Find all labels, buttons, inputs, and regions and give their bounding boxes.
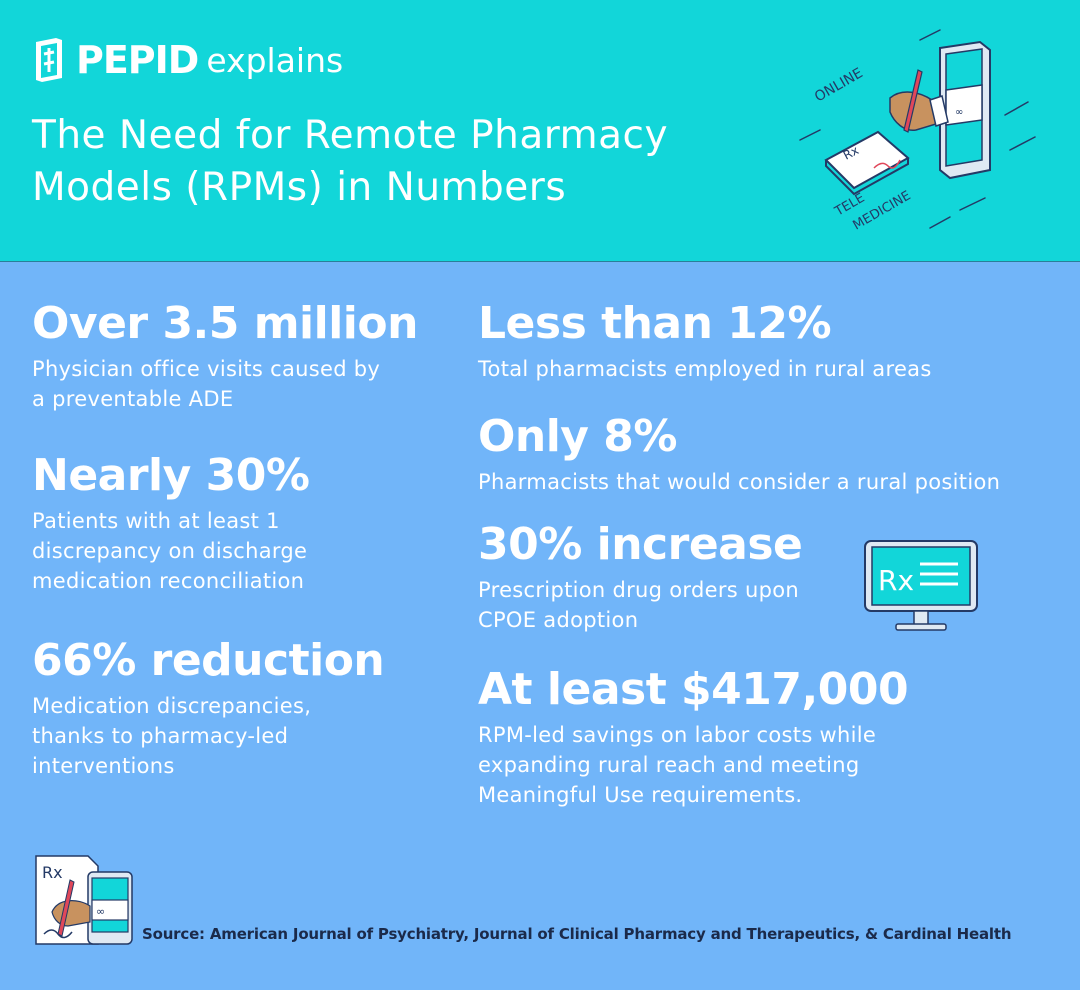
stat-description: RPM-led savings on labor costs while exp… bbox=[478, 723, 877, 807]
stat-description: Prescription drug orders upon CPOE adopt… bbox=[478, 578, 799, 632]
stat-rural-employed: Less than 12% Total pharmacists employed… bbox=[478, 298, 1058, 384]
pepid-logo-icon bbox=[36, 38, 62, 82]
header-banner: PEPID explains The Need for Remote Pharm… bbox=[0, 0, 1080, 262]
brand-name: PEPID bbox=[76, 38, 199, 82]
stat-value: 66% reduction bbox=[32, 635, 385, 686]
stat-rural-consider: Only 8% Pharmacists that would consider … bbox=[478, 411, 1068, 497]
stat-value: Only 8% bbox=[478, 411, 678, 462]
stat-value: 30% increase bbox=[478, 519, 803, 570]
stat-discrepancy: Nearly 30% Patients with at least 1 disc… bbox=[32, 450, 452, 596]
source-citation: Source: American Journal of Psychiatry, … bbox=[142, 925, 1012, 943]
stat-description: Physician office visits caused by a prev… bbox=[32, 357, 381, 411]
stat-description: Patients with at least 1 discrepancy on … bbox=[32, 509, 308, 593]
telemedicine-illustration: ONLINE TELE MEDICINE ∞ Rx bbox=[799, 29, 1036, 233]
stat-description: Medication discrepancies, thanks to phar… bbox=[32, 694, 312, 778]
prescription-phone-icon: Rx ∞ bbox=[35, 855, 133, 945]
svg-text:∞: ∞ bbox=[955, 107, 963, 118]
stat-reduction: 66% reduction Medication discrepancies, … bbox=[32, 635, 452, 781]
online-label: ONLINE bbox=[812, 65, 866, 105]
brand: PEPID explains bbox=[30, 38, 343, 82]
source-rx-symbol: Rx bbox=[42, 863, 63, 882]
stat-value: Less than 12% bbox=[478, 298, 832, 349]
page-title: The Need for Remote Pharmacy Models (RPM… bbox=[32, 110, 752, 214]
stat-description: Pharmacists that would consider a rural … bbox=[478, 470, 1001, 494]
brand-suffix: explains bbox=[206, 40, 344, 80]
rx-symbol: Rx bbox=[841, 143, 861, 163]
title-line-1: The Need for Remote Pharmacy bbox=[32, 113, 669, 158]
rx-monitor-icon: Rx bbox=[864, 540, 978, 631]
stat-description: Total pharmacists employed in rural area… bbox=[478, 357, 932, 381]
stat-office-visits: Over 3.5 million Physician office visits… bbox=[32, 298, 452, 414]
svg-text:∞: ∞ bbox=[96, 905, 105, 918]
stat-value: At least $417,000 bbox=[478, 664, 909, 715]
stat-savings: At least $417,000 RPM-led savings on lab… bbox=[478, 664, 998, 810]
stat-value: Over 3.5 million bbox=[32, 298, 418, 349]
title-line-2: Models (RPMs) in Numbers bbox=[32, 165, 567, 210]
stat-orders-increase: 30% increase Prescription drug orders up… bbox=[478, 519, 858, 635]
stat-value: Nearly 30% bbox=[32, 450, 310, 501]
monitor-rx-symbol: Rx bbox=[878, 564, 914, 597]
